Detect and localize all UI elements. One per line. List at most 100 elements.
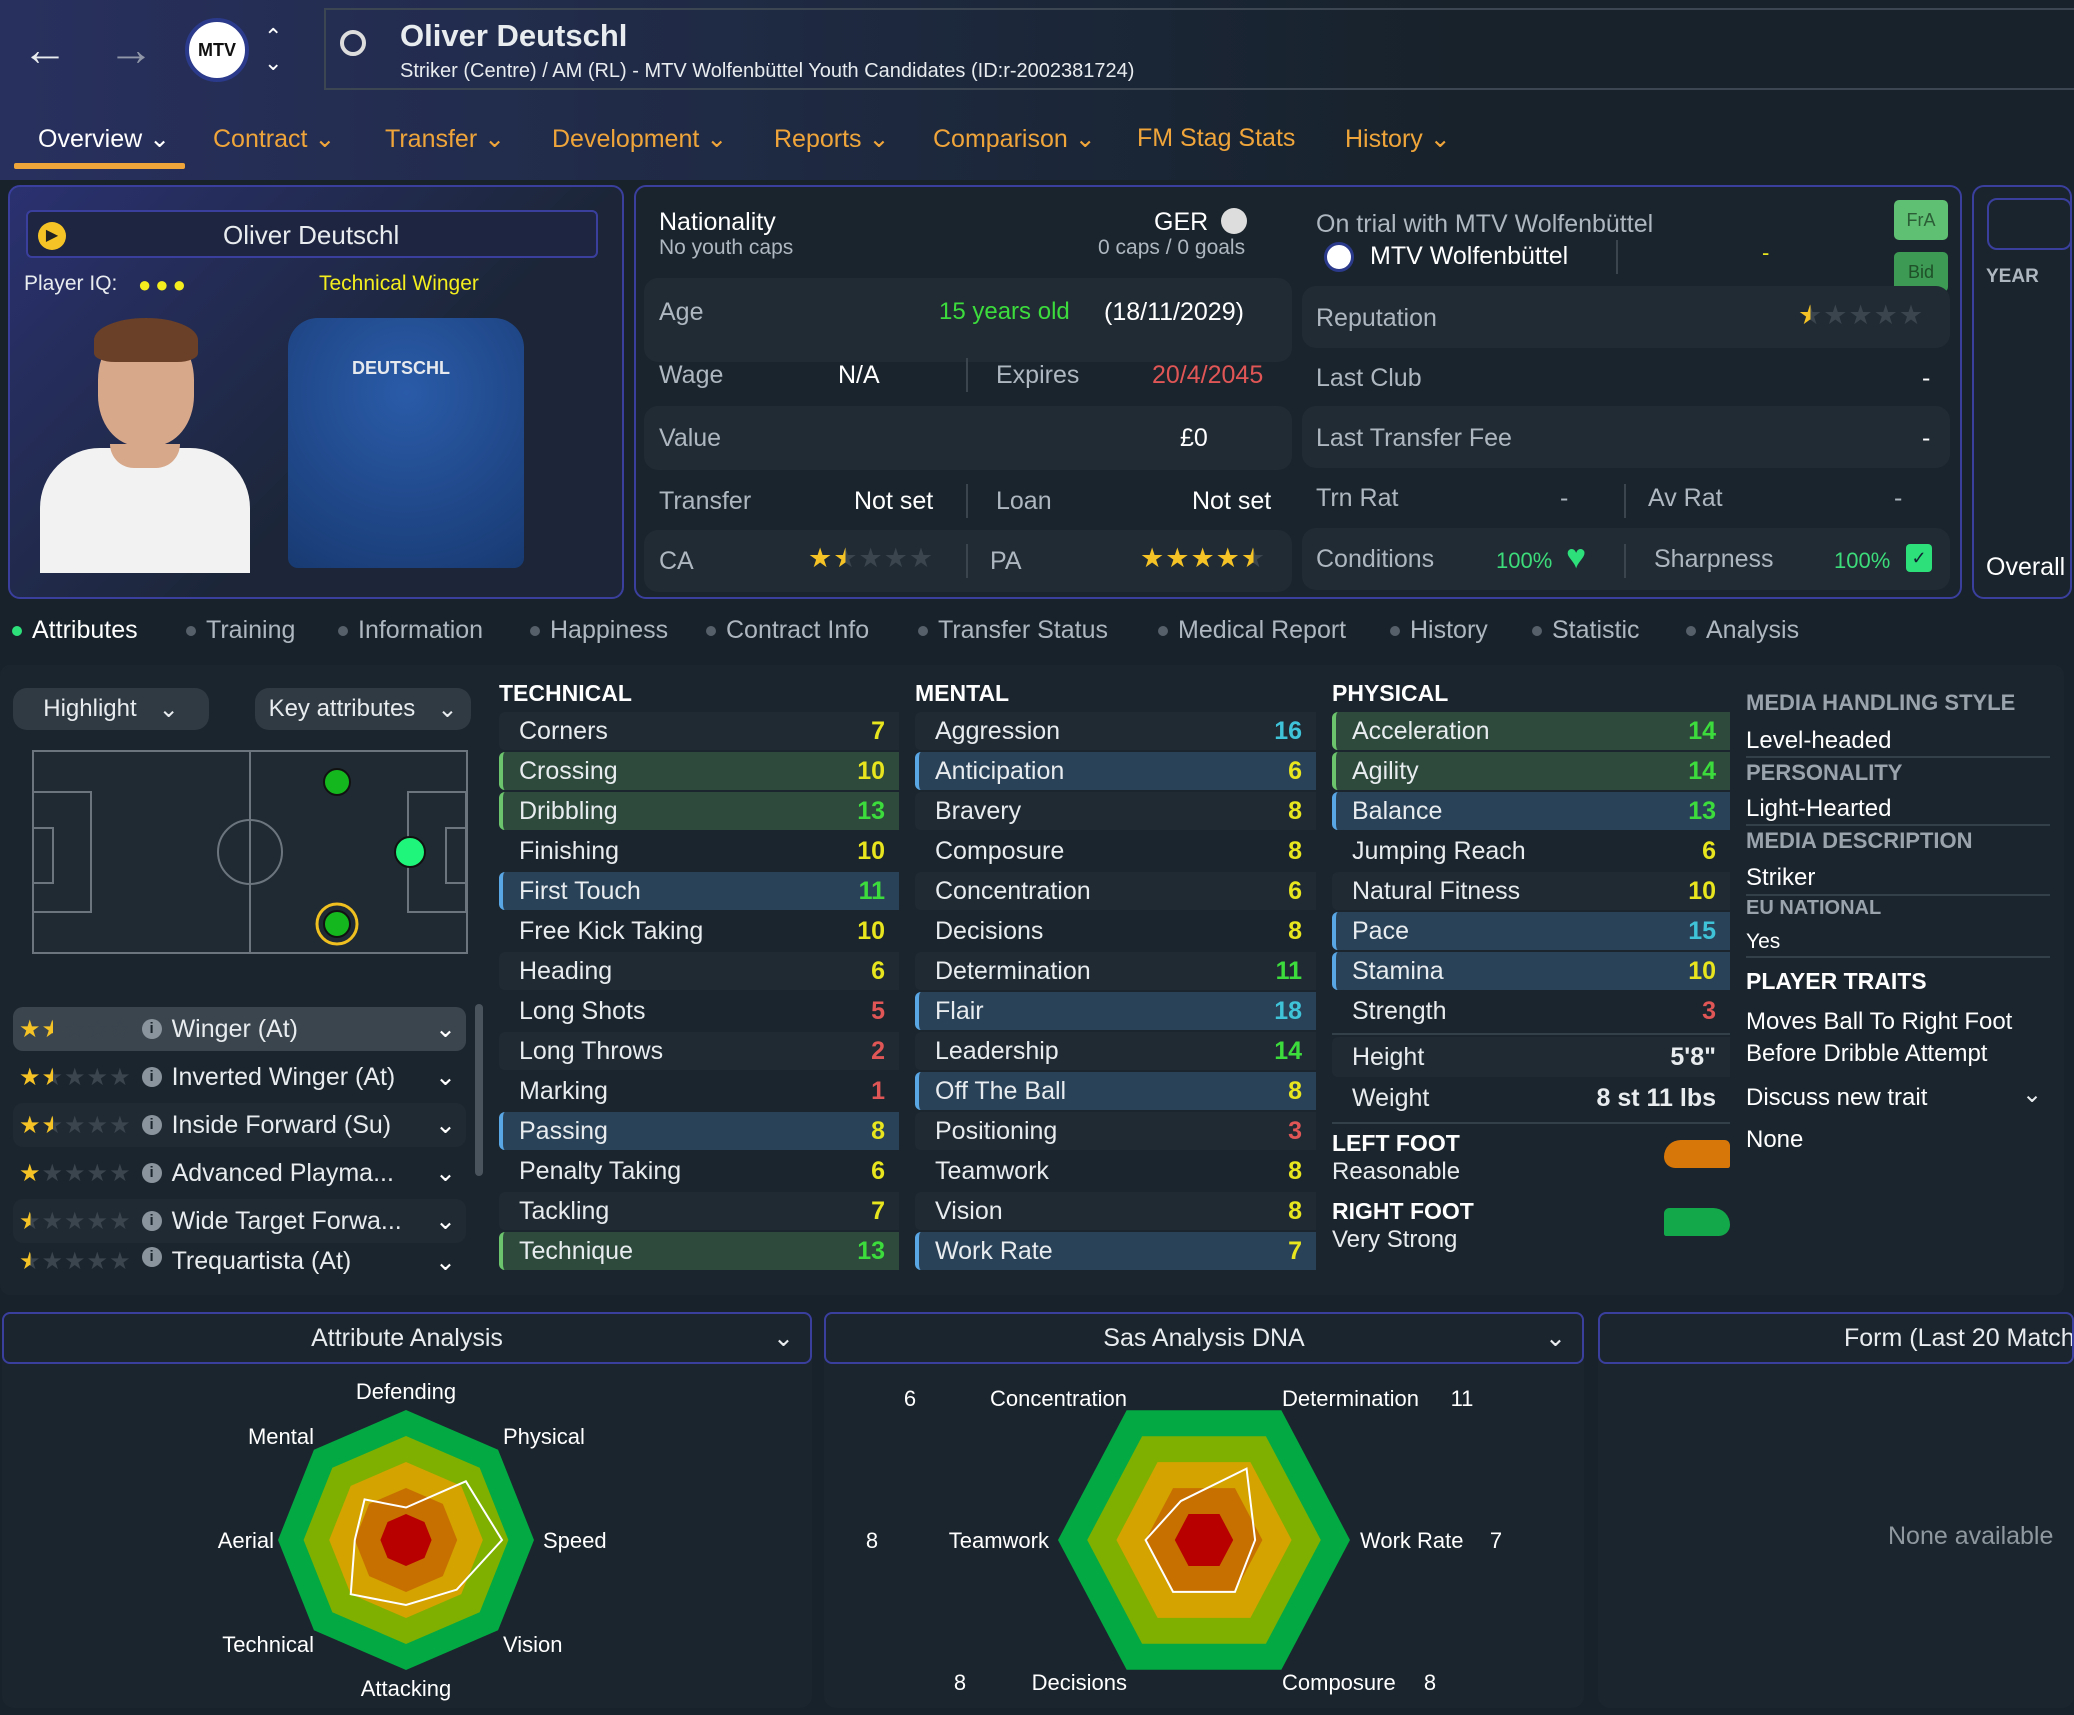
role-name: Winger (At) bbox=[171, 1014, 298, 1043]
subtab-attributes[interactable]: Attributes bbox=[12, 616, 138, 645]
tab-development[interactable]: Development ⌄ bbox=[552, 125, 728, 153]
attribute-row[interactable]: Crossing 10 bbox=[499, 752, 899, 790]
attribute-row[interactable]: Strength 3 bbox=[1332, 992, 1730, 1030]
attribute-row[interactable]: Teamwork 8 bbox=[915, 1152, 1316, 1190]
attribute-row[interactable]: Leadership 14 bbox=[915, 1032, 1316, 1070]
club-badge-icon[interactable]: MTV bbox=[185, 18, 249, 82]
attribute-row[interactable]: Concentration 6 bbox=[915, 872, 1316, 910]
attribute-name: Corners bbox=[519, 716, 608, 745]
position-dot-aml bbox=[323, 768, 351, 796]
chevron-down-icon[interactable]: ⌄ bbox=[435, 1207, 456, 1235]
attribute-row[interactable]: Composure 8 bbox=[915, 832, 1316, 870]
back-arrow-icon[interactable]: ← bbox=[22, 23, 68, 75]
player-iq-dots: ●●● bbox=[138, 272, 190, 297]
attribute-row[interactable]: Acceleration 14 bbox=[1332, 712, 1730, 750]
attribute-row[interactable]: Vision 8 bbox=[915, 1192, 1316, 1230]
forward-arrow-icon[interactable]: → bbox=[108, 23, 154, 75]
tab-contract[interactable]: Contract ⌄ bbox=[213, 125, 336, 153]
attribute-row[interactable]: Technique 13 bbox=[499, 1232, 899, 1270]
trn-rat-label: Trn Rat bbox=[1316, 484, 1399, 512]
attribute-row[interactable]: Penalty Taking 6 bbox=[499, 1152, 899, 1190]
height-row: Height 5'8" bbox=[1332, 1037, 1730, 1077]
info-icon[interactable]: i bbox=[141, 1115, 162, 1135]
attribute-row[interactable]: Dribbling 13 bbox=[499, 792, 899, 830]
role-item[interactable]: ★★★★★ i Winger (At) ⌄ bbox=[13, 1007, 466, 1051]
play-icon[interactable]: ▶ bbox=[38, 222, 66, 250]
attribute-row[interactable]: Passing 8 bbox=[499, 1112, 899, 1150]
role-item[interactable]: ★★★★★ i Wide Target Forwa... ⌄ bbox=[13, 1199, 466, 1243]
attribute-row[interactable]: Positioning 3 bbox=[915, 1112, 1316, 1150]
subtab-happiness[interactable]: Happiness bbox=[530, 616, 668, 645]
subtab-analysis[interactable]: Analysis bbox=[1686, 616, 1799, 645]
chevron-down-icon[interactable]: ⌄ bbox=[435, 1063, 456, 1091]
attribute-row[interactable]: Jumping Reach 6 bbox=[1332, 832, 1730, 870]
attribute-row[interactable]: Off The Ball 8 bbox=[915, 1072, 1316, 1110]
highlight-dropdown[interactable]: Highlight ⌄ bbox=[13, 688, 209, 730]
attribute-row[interactable]: Balance 13 bbox=[1332, 792, 1730, 830]
subtab-medical-report[interactable]: Medical Report bbox=[1158, 616, 1346, 645]
player-search-box[interactable] bbox=[324, 8, 2074, 90]
attribute-row[interactable]: Decisions 8 bbox=[915, 912, 1316, 950]
attribute-row[interactable]: Agility 14 bbox=[1332, 752, 1730, 790]
subtab-transfer-status[interactable]: Transfer Status bbox=[918, 616, 1108, 645]
up-down-chevron-icon[interactable]: ⌃ ⌄ bbox=[264, 24, 283, 75]
info-icon[interactable]: i bbox=[141, 1163, 162, 1183]
club-name[interactable]: MTV Wolfenbüttel bbox=[1370, 242, 1569, 270]
attribute-row[interactable]: Free Kick Taking 10 bbox=[499, 912, 899, 950]
tab-transfer[interactable]: Transfer ⌄ bbox=[385, 125, 506, 153]
attribute-row[interactable]: Corners 7 bbox=[499, 712, 899, 750]
role-item[interactable]: ★★★★★ i Advanced Playma... ⌄ bbox=[13, 1151, 466, 1195]
role-item[interactable]: ★★★★★ i Inside Forward (Su) ⌄ bbox=[13, 1103, 466, 1147]
physical-header: PHYSICAL bbox=[1332, 680, 1449, 706]
attribute-row[interactable]: Aggression 16 bbox=[915, 712, 1316, 750]
attribute-row[interactable]: First Touch 11 bbox=[499, 872, 899, 910]
subtab-information[interactable]: Information bbox=[338, 616, 483, 645]
tab-overview[interactable]: Overview ⌄ bbox=[38, 125, 171, 153]
attribute-row[interactable]: Heading 6 bbox=[499, 952, 899, 990]
chevron-down-icon[interactable]: ⌄ bbox=[2022, 1081, 2043, 1108]
chevron-down-icon[interactable]: ⌄ bbox=[435, 1015, 456, 1043]
tab-reports[interactable]: Reports ⌄ bbox=[774, 125, 890, 153]
dna-dropdown[interactable]: Sas Analysis DNA ⌄ bbox=[824, 1312, 1584, 1364]
attribute-row[interactable]: Long Shots 5 bbox=[499, 992, 899, 1030]
subtab-statistic[interactable]: Statistic bbox=[1532, 616, 1640, 645]
attribute-analysis-dropdown[interactable]: Attribute Analysis ⌄ bbox=[2, 1312, 812, 1364]
attribute-row[interactable]: Finishing 10 bbox=[499, 832, 899, 870]
subtab-history[interactable]: History bbox=[1390, 616, 1488, 645]
attribute-row[interactable]: Natural Fitness 10 bbox=[1332, 872, 1730, 910]
bid-button[interactable]: Bid bbox=[1894, 252, 1948, 292]
role-item[interactable]: ★★★★★ i Trequartista (At) ⌄ bbox=[13, 1247, 466, 1277]
attribute-row[interactable]: Tackling 7 bbox=[499, 1192, 899, 1230]
info-icon[interactable]: i bbox=[141, 1067, 162, 1087]
search-icon[interactable] bbox=[340, 30, 366, 56]
attribute-row[interactable]: Marking 1 bbox=[499, 1072, 899, 1110]
info-icon[interactable]: i bbox=[141, 1211, 162, 1231]
tab-history[interactable]: History ⌄ bbox=[1345, 125, 1451, 153]
tab-fm-stag-stats[interactable]: FM Stag Stats bbox=[1137, 124, 1296, 152]
key-attributes-dropdown[interactable]: Key attributes ⌄ bbox=[255, 688, 471, 730]
info-icon[interactable]: i bbox=[141, 1019, 162, 1039]
chevron-down-icon[interactable]: ⌄ bbox=[435, 1159, 456, 1187]
attribute-row[interactable]: Long Throws 2 bbox=[499, 1032, 899, 1070]
attribute-row[interactable]: Bravery 8 bbox=[915, 792, 1316, 830]
chevron-down-icon[interactable]: ⌄ bbox=[435, 1248, 456, 1276]
attribute-row[interactable]: Anticipation 6 bbox=[915, 752, 1316, 790]
attribute-row[interactable]: Stamina 10 bbox=[1332, 952, 1730, 990]
overall-dropdown[interactable] bbox=[1987, 198, 2072, 250]
attribute-row[interactable]: Determination 11 bbox=[915, 952, 1316, 990]
form-dropdown[interactable]: Form (Last 20 Match bbox=[1598, 1312, 2074, 1364]
role-list-scrollbar[interactable] bbox=[475, 1004, 483, 1176]
discuss-trait-dropdown[interactable]: Discuss new trait bbox=[1746, 1084, 1928, 1111]
attribute-row[interactable]: Flair 18 bbox=[915, 992, 1316, 1030]
subtab-training[interactable]: Training bbox=[186, 616, 295, 645]
role-item[interactable]: ★★★★★ i Inverted Winger (At) ⌄ bbox=[13, 1055, 466, 1099]
subtab-contract-info[interactable]: Contract Info bbox=[706, 616, 869, 645]
radar-label: Vision bbox=[503, 1632, 563, 1657]
attribute-name: Composure bbox=[935, 836, 1065, 865]
info-icon[interactable]: i bbox=[141, 1247, 162, 1267]
fra-button[interactable]: FrA bbox=[1894, 200, 1948, 240]
chevron-down-icon[interactable]: ⌄ bbox=[435, 1111, 456, 1139]
attribute-row[interactable]: Work Rate 7 bbox=[915, 1232, 1316, 1270]
tab-comparison[interactable]: Comparison ⌄ bbox=[933, 125, 1096, 153]
attribute-row[interactable]: Pace 15 bbox=[1332, 912, 1730, 950]
